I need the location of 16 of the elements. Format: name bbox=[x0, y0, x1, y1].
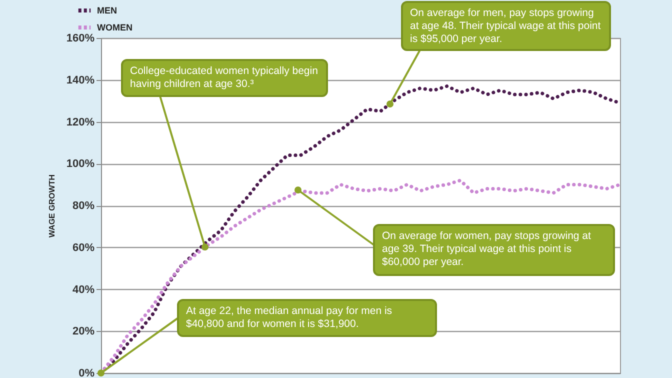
annotation: College-educated women typically begin having children at age 30.³ bbox=[122, 60, 327, 96]
y-tick-label: 80% bbox=[72, 200, 95, 212]
y-tick-label: 40% bbox=[72, 284, 95, 296]
annotation: At age 22, the median annual pay for men is $40,800 and for women it is $31,900. bbox=[178, 300, 436, 336]
y-tick-label: 140% bbox=[66, 74, 95, 86]
y-tick-label: 100% bbox=[66, 158, 95, 170]
annotation: On average for men, pay stops growing at age 48. Their typical wage at this point is $95,000 per year. bbox=[402, 2, 610, 51]
annotation: On average for women, pay stops growing at age 39. Their typical wage at this point is $60,000 per year. bbox=[374, 225, 614, 274]
y-tick-label: 120% bbox=[66, 116, 95, 128]
y-tick-label: 160% bbox=[66, 32, 95, 44]
y-tick-label: 0% bbox=[78, 368, 95, 378]
y-tick-label: 20% bbox=[72, 326, 95, 338]
y-tick-label: 60% bbox=[72, 242, 95, 254]
legend-label: WOMEN bbox=[97, 22, 132, 32]
legend-label: MEN bbox=[97, 6, 117, 16]
y-axis-title: WAGE GROWTH bbox=[47, 174, 56, 238]
